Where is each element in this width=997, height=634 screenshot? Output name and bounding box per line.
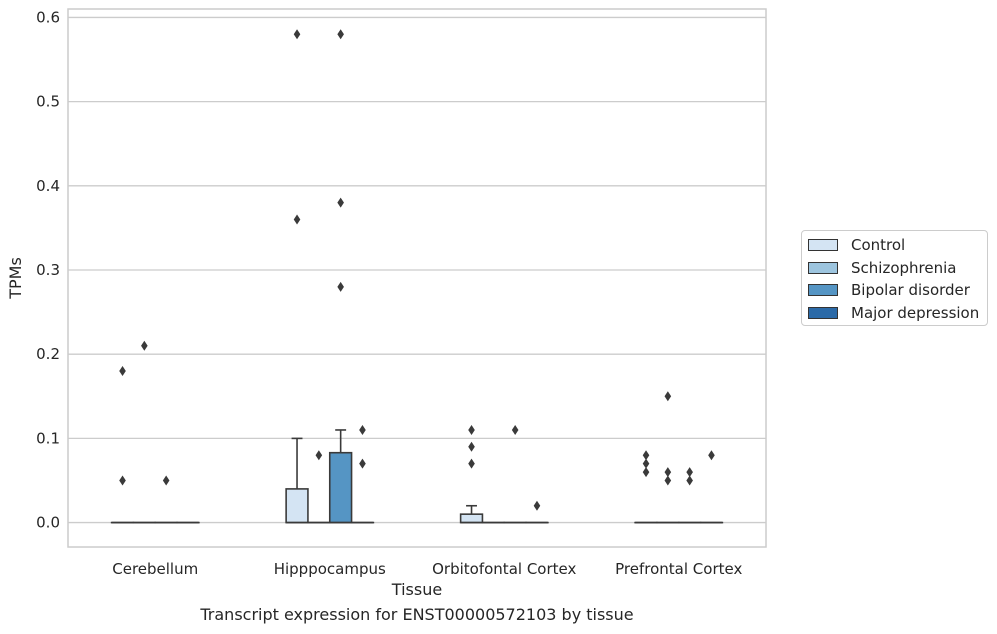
outlier-point [119,366,126,377]
legend-label: Major depression [851,303,980,322]
x-tick-labels: Cerebellum Hipppocampus Orbitofontal Corte… [112,560,742,578]
legend-item: Control [808,235,905,255]
outlier-point [642,467,650,478]
outlier-point [642,450,650,461]
outlier-point [664,467,672,478]
legend-label: Bipolar disorder [851,281,970,299]
y-tick-label: 0.3 [36,261,60,279]
outlier-point [511,424,519,435]
outlier-point [642,458,650,469]
legend-item: Major depression [808,303,979,323]
outlier-point [359,424,366,435]
box-control [459,424,484,524]
y-tick-labels: 0.0 0.1 0.2 0.3 0.4 0.5 0.6 [36,8,60,531]
legend-label: Schizophrenia [851,258,957,277]
box-schizophrenia [132,340,157,524]
outlier-point [664,391,672,402]
box-control [110,366,135,524]
y-tick-label: 0.0 [36,514,60,532]
box-control [285,29,309,524]
outlier-point [337,29,344,40]
box-series [110,29,724,524]
outlier-point [468,458,475,469]
y-tick-label: 0.2 [36,345,60,363]
x-tick-label: Orbitofontal Cortex [432,560,576,578]
outlier-point [293,29,301,40]
outlier-point [468,424,475,435]
box-bipolar-disorder [677,467,702,524]
legend: Control Schizophrenia Bipolar disorder Majo… [801,230,988,326]
box-major-depression [350,424,375,524]
box [285,488,309,524]
outlier-point [708,450,715,461]
outlier-point [141,340,148,351]
plot-frame [67,8,767,548]
outlier-point [337,197,344,208]
x-axis-title: Tissue [391,580,442,599]
outlier-point [293,214,301,225]
outlier-point [686,475,693,486]
legend-swatch [808,306,838,319]
outlier-point [664,475,672,486]
box-schizophrenia [307,450,331,524]
legend-swatch [808,284,838,296]
outlier-point [533,500,541,511]
x-tick-label: Hipppocampus [274,560,386,578]
x-tick-label: Prefrontal Cortex [615,560,742,578]
legend-item: Bipolar disorder [808,280,970,300]
legend-item: Schizophrenia [808,258,956,278]
box-bipolar-disorder [154,475,178,524]
box [328,451,353,524]
box-control [634,450,658,524]
outlier-point [119,475,126,486]
outlier-point [162,475,170,486]
y-tick-label: 0.1 [36,429,60,447]
box-schizophrenia [656,391,680,524]
box [459,513,484,524]
grid-lines [68,16,766,524]
outlier-point [468,441,475,452]
y-tick-label: 0.6 [36,8,60,26]
x-tick-label: Cerebellum [112,560,198,578]
y-tick-label: 0.5 [36,93,60,111]
outlier-point [686,467,693,478]
box-major-depression [699,450,724,524]
legend-swatch [808,261,838,274]
y-axis-title: TPMs [6,257,25,300]
outlier-point [337,281,344,292]
outlier-point [315,450,323,461]
chart-caption: Transcript expression for ENST0000057210… [200,605,634,624]
box-bipolar-disorder [503,424,527,524]
legend-swatch [808,239,838,251]
y-tick-label: 0.4 [36,177,60,195]
legend-label: Control [851,236,906,254]
outlier-point [359,458,366,469]
box-bipolar-disorder [328,29,353,524]
box-major-depression [525,500,549,524]
